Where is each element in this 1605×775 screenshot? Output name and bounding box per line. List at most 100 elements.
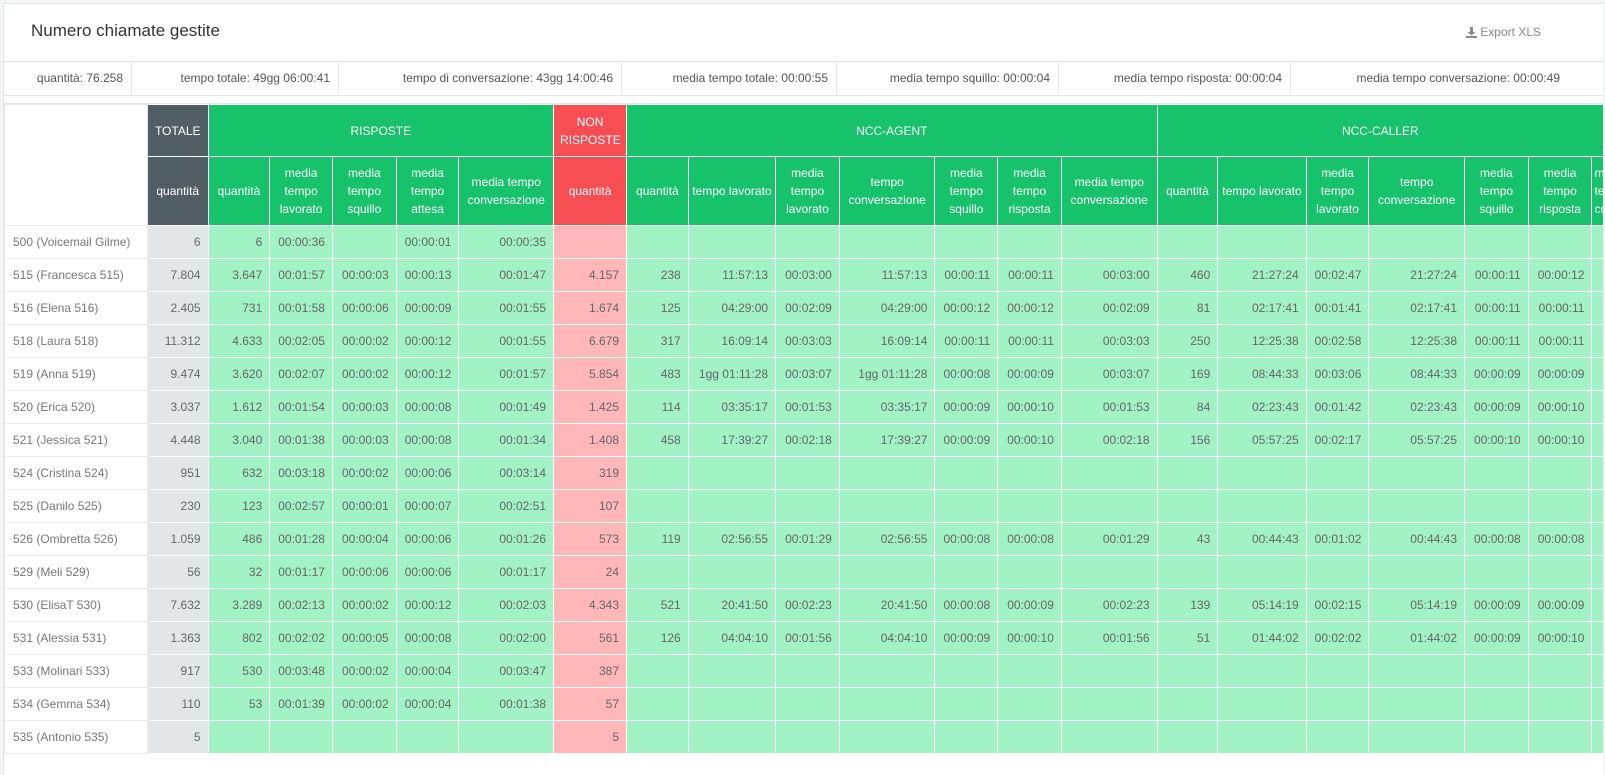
column-header[interactable]: media tempo conversazione (458, 156, 555, 226)
table-cell: 00:01:41 (1305, 291, 1370, 325)
table-cell: 00:03:18 (269, 456, 333, 490)
column-header[interactable]: media tempo squillo (1464, 156, 1529, 226)
column-header[interactable]: media tempo risposta (997, 156, 1062, 226)
table-row[interactable]: 515 (Francesca 515) 7.804 3.647 00:01:57 00:… (4, 258, 1603, 292)
table-cell: 00:02:58 (1305, 324, 1370, 358)
column-header[interactable]: media tempo conversazione (1060, 156, 1158, 226)
table-row[interactable]: 518 (Laura 518) 11.312 4.633 00:02:05 00:00:… (4, 324, 1603, 358)
table-row[interactable]: 524 (Cristina 524) 951 632 00:03:18 00:00:02… (4, 456, 1603, 490)
corner-header (4, 104, 148, 226)
table-cell: 00:00:11 (934, 258, 999, 292)
table-row[interactable]: 521 (Jessica 521) 4.448 3.040 00:01:38 00:00… (4, 423, 1603, 457)
table-cell: 00:00:08 (395, 621, 460, 655)
column-header[interactable]: tempo lavorato (687, 156, 777, 226)
table-cell: 00:00:12 (395, 324, 460, 358)
table-cell (997, 456, 1062, 490)
export-xls-button[interactable]: Export XLS (1466, 25, 1541, 39)
column-header[interactable]: quantità (207, 156, 271, 226)
column-header[interactable]: quantità (553, 156, 628, 226)
table-cell: 573 (553, 522, 628, 556)
column-header[interactable]: quantità (146, 156, 209, 226)
table-cell (687, 489, 777, 523)
table-cell: 00:03:47 (458, 654, 555, 688)
table-cell: 81 (1156, 291, 1219, 325)
column-header[interactable]: tempo conversazione (1368, 156, 1465, 226)
table-cell: 11.312 (146, 324, 209, 358)
table-cell (1217, 456, 1307, 490)
table-cell: 05:57:25 (1217, 423, 1307, 457)
column-header[interactable]: tempo conversazione (838, 156, 936, 226)
table-cell (1591, 555, 1603, 589)
column-header[interactable]: media tempo conversazione (1591, 156, 1603, 226)
table-cell: 00:01:42 (1305, 390, 1370, 424)
table-cell: 00:00:35 (458, 225, 555, 259)
column-header[interactable]: media tempo squillo (934, 156, 999, 226)
table-row[interactable]: 525 (Danilo 525) 230 123 00:02:57 00:00:01 00… (4, 489, 1603, 523)
table-cell: 951 (146, 456, 209, 490)
table-cell: 00:01:47 (458, 258, 555, 292)
row-name-cell: 519 (Anna 519) (4, 357, 148, 391)
table-cell (1527, 225, 1593, 259)
table-cell (1591, 258, 1603, 292)
table-cell (1305, 720, 1370, 754)
table-cell: 05:14:19 (1368, 588, 1465, 622)
table-cell: 02:56:55 (838, 522, 936, 556)
table-cell: 125 (626, 291, 689, 325)
table-cell: 02:17:41 (1368, 291, 1465, 325)
table-cell: 04:29:00 (687, 291, 777, 325)
column-header[interactable]: media tempo risposta (1527, 156, 1593, 226)
table-row[interactable]: 526 (Ombretta 526) 1.059 486 00:01:28 00:00:… (4, 522, 1603, 556)
calls-table-container[interactable]: TOTALE RISPOSTE NON RISPOSTE NCC-AGENT N… (4, 103, 1603, 775)
table-cell: 00:00:09 (934, 423, 999, 457)
table-cell: 00:00:04 (395, 654, 460, 688)
table-row[interactable]: 534 (Gemma 534) 110 53 00:01:39 00:00:02 00:0… (4, 687, 1603, 721)
row-name-cell: 530 (ElisaT 530) (4, 588, 148, 622)
table-cell: 00:00:09 (997, 357, 1062, 391)
table-cell: 12:25:38 (1217, 324, 1307, 358)
table-cell: 00:01:53 (1060, 390, 1158, 424)
table-row[interactable]: 500 (Voicemail Gilme) 6 6 00:00:36 00:00:01 0… (4, 225, 1603, 259)
table-cell: 3.037 (146, 390, 209, 424)
table-cell: 00:00:12 (997, 291, 1062, 325)
column-header[interactable]: quantità (1156, 156, 1219, 226)
table-cell: 483 (626, 357, 689, 391)
table-row[interactable]: 519 (Anna 519) 9.474 3.620 00:02:07 00:00:02… (4, 357, 1603, 391)
table-cell: 32 (207, 555, 271, 589)
table-cell: 20:41:50 (687, 588, 777, 622)
table-cell (1527, 456, 1593, 490)
table-cell (207, 720, 271, 754)
column-header[interactable]: media tempo lavorato (269, 156, 333, 226)
column-header[interactable]: media tempo lavorato (775, 156, 840, 226)
table-cell: 02:56:55 (687, 522, 777, 556)
table-row[interactable]: 531 (Alessia 531) 1.363 802 00:02:02 00:00:0… (4, 621, 1603, 655)
table-row[interactable]: 529 (Meli 529) 56 32 00:01:17 00:00:06 00:00:… (4, 555, 1603, 589)
table-cell (1156, 654, 1219, 688)
table-cell: 00:01:53 (775, 390, 840, 424)
table-cell: 00:01:29 (775, 522, 840, 556)
table-cell: 00:01:55 (458, 324, 555, 358)
column-header[interactable]: tempo lavorato (1217, 156, 1307, 226)
table-cell (626, 720, 689, 754)
table-cell: 521 (626, 588, 689, 622)
table-cell: 00:00:09 (395, 291, 460, 325)
table-cell: 530 (207, 654, 271, 688)
column-header[interactable]: media tempo attesa (395, 156, 460, 226)
table-cell (775, 456, 840, 490)
column-header[interactable]: quantità (626, 156, 689, 226)
table-cell: 00:01:38 (269, 423, 333, 457)
table-cell (269, 720, 333, 754)
table-row[interactable]: 530 (ElisaT 530) 7.632 3.289 00:02:13 00:00:… (4, 588, 1603, 622)
table-cell: 00:00:02 (331, 357, 397, 391)
column-header[interactable]: media tempo lavorato (1305, 156, 1370, 226)
table-row[interactable]: 533 (Molinari 533) 917 530 00:03:48 00:00:02… (4, 654, 1603, 688)
column-header[interactable]: media tempo squillo (331, 156, 397, 226)
table-cell: 156 (1156, 423, 1219, 457)
row-name-cell: 516 (Elena 516) (4, 291, 148, 325)
table-cell: 00:00:05 (331, 621, 397, 655)
table-cell (331, 225, 397, 259)
table-cell: 4.448 (146, 423, 209, 457)
table-row[interactable]: 535 (Antonio 535) 5 5 (4, 720, 1603, 754)
table-row[interactable]: 520 (Erica 520) 3.037 1.612 00:01:54 00:00:0… (4, 390, 1603, 424)
table-cell: 1.363 (146, 621, 209, 655)
table-row[interactable]: 516 (Elena 516) 2.405 731 00:01:58 00:00:06 0… (4, 291, 1603, 325)
